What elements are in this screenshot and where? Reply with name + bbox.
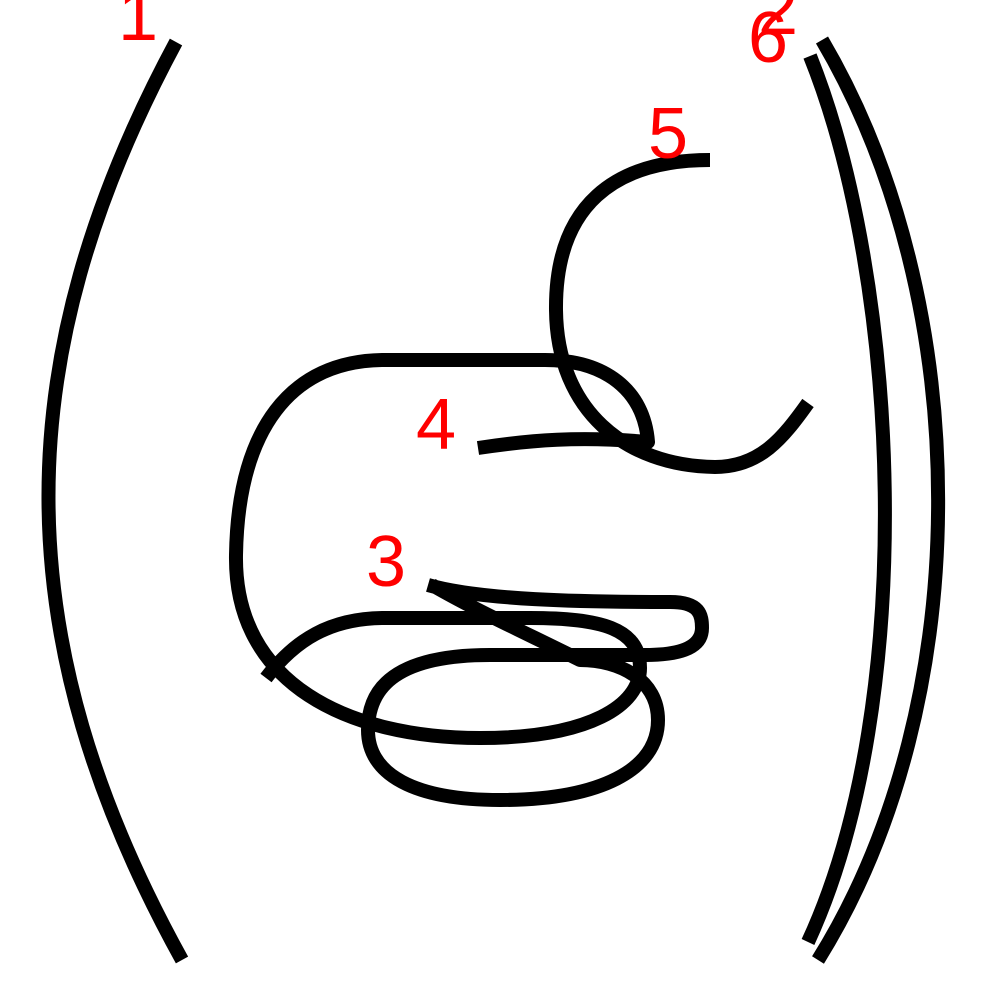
stroke-4-path <box>228 353 655 745</box>
stroke-5-path <box>548 153 814 474</box>
stroke-5-label: 5 <box>648 94 688 174</box>
stroke-6-label: 6 <box>748 0 788 78</box>
stroke-3-path <box>361 578 709 807</box>
stroke-6-path <box>801 53 892 945</box>
stroke-4-label: 4 <box>416 385 456 465</box>
stroke-2-label: 2 <box>758 0 798 50</box>
stroke-1-label: 1 <box>118 0 158 56</box>
stroke-2-path <box>812 36 946 964</box>
stroke-3-label: 3 <box>366 522 406 602</box>
stroke-1-path <box>41 38 189 964</box>
